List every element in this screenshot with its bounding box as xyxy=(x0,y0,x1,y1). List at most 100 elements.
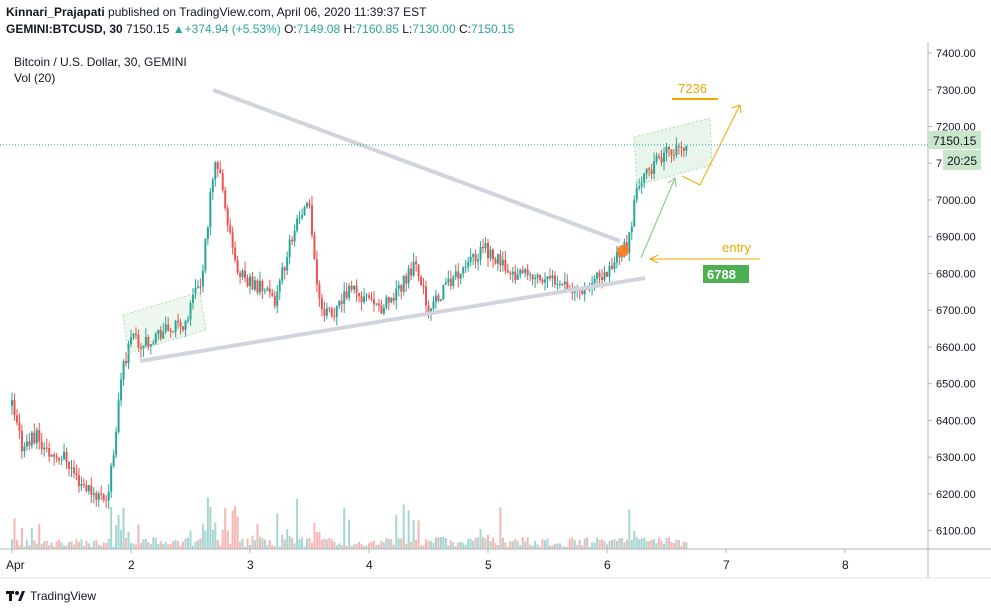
candle-body xyxy=(432,301,435,309)
flag-channel-right xyxy=(633,117,713,186)
volume-bar xyxy=(343,507,346,549)
candle-body xyxy=(469,256,472,262)
candle-body xyxy=(85,485,88,492)
candle-body xyxy=(152,343,155,345)
volume-bar xyxy=(675,539,678,549)
volume-bar xyxy=(25,539,28,549)
volume-bar xyxy=(372,540,375,549)
volume-bar xyxy=(33,540,36,549)
close-value: 7150.15 xyxy=(470,22,515,36)
volume-bar xyxy=(278,546,281,549)
candle-body xyxy=(534,277,537,280)
volume-bar xyxy=(439,537,442,549)
volume-bar xyxy=(40,543,43,549)
candle-body xyxy=(335,306,338,317)
price-tick-label: 7300.00 xyxy=(936,85,976,97)
entry-price-badge xyxy=(703,265,749,283)
volume-bar xyxy=(677,540,680,549)
candle-body xyxy=(303,207,306,216)
candle-body xyxy=(139,347,142,349)
candle-body xyxy=(454,271,457,277)
candle-body xyxy=(199,286,202,288)
candle-body xyxy=(149,344,152,347)
close-label: C: xyxy=(458,22,471,36)
volume-bar xyxy=(199,538,202,549)
time-axis[interactable]: Apr 2 3 4 5 6 7 8 xyxy=(6,549,849,572)
candle-body xyxy=(196,286,199,289)
lower-trendline xyxy=(139,276,646,363)
volume-bar xyxy=(234,505,237,549)
candle-body xyxy=(640,182,643,187)
candle-body xyxy=(55,456,58,459)
plot-area[interactable] xyxy=(0,42,928,549)
volume-bar xyxy=(534,540,537,549)
candle-body xyxy=(444,282,447,285)
time-tick-label: 8 xyxy=(842,558,849,572)
volume-bar xyxy=(501,537,504,549)
price-change: +374.94 (+5.53%) xyxy=(184,22,281,36)
up-arrow-icon: ▲ xyxy=(172,22,185,36)
author-name[interactable]: Kinnari_Prajapati xyxy=(6,5,105,19)
tradingview-logo-icon[interactable] xyxy=(6,589,26,603)
candle-body xyxy=(392,297,395,301)
candle-body xyxy=(256,280,259,293)
candle-body xyxy=(667,146,670,150)
volume-bar xyxy=(496,545,499,549)
volume-bar xyxy=(48,545,51,549)
last-price: 7150.15 xyxy=(126,22,170,36)
candle-body xyxy=(122,360,125,380)
candle-body xyxy=(370,297,373,300)
volume-bar xyxy=(209,506,212,549)
volume-bar xyxy=(70,541,73,549)
candle-body xyxy=(338,300,341,307)
candle-body xyxy=(449,278,452,286)
candle-body xyxy=(412,261,415,276)
candle-body xyxy=(501,259,504,266)
candle-body xyxy=(204,239,207,271)
volume-bar xyxy=(219,545,222,549)
volume-bar xyxy=(325,539,328,549)
volume-bar xyxy=(390,539,393,549)
price-axis[interactable]: 6100.00 6200.00 6300.00 6400.00 6500.00 6600.… xyxy=(928,48,976,538)
volume-bar xyxy=(494,542,497,549)
volume-bar xyxy=(82,545,85,549)
volume-bar xyxy=(680,546,683,549)
volume-bar xyxy=(407,510,410,549)
volume-bar xyxy=(417,520,420,549)
volume-bar xyxy=(112,546,115,549)
candle-body xyxy=(650,169,653,174)
published-info: published on TradingView.com, April 06, … xyxy=(108,5,427,19)
price-tick-label: 7200.00 xyxy=(936,122,976,134)
candle-body xyxy=(105,499,108,501)
candle-body xyxy=(496,254,499,264)
candle-body xyxy=(258,280,261,293)
candle-body xyxy=(253,280,256,290)
candle-body xyxy=(241,270,244,278)
volume-bar xyxy=(571,537,574,549)
candle-body xyxy=(355,285,358,294)
candle-body xyxy=(323,309,326,316)
candle-body xyxy=(596,272,599,279)
volume-bar xyxy=(672,543,675,549)
candle-body xyxy=(390,297,393,303)
candle-body xyxy=(35,430,38,444)
candle-body xyxy=(447,278,450,283)
volume-bar xyxy=(164,541,167,549)
time-tick-label: 6 xyxy=(604,558,611,572)
volume-bar xyxy=(258,536,261,549)
candle-body xyxy=(90,485,93,495)
time-tick-label: 2 xyxy=(128,558,135,572)
low-label: L: xyxy=(402,22,413,36)
last-price-badge-label: 7150.15 xyxy=(933,134,977,148)
brand-name[interactable]: TradingView xyxy=(30,589,97,603)
volume-bar xyxy=(566,546,569,549)
volume-bar xyxy=(187,537,190,549)
volume-bar xyxy=(348,519,351,549)
candle-body xyxy=(306,203,309,208)
candle-body xyxy=(80,484,83,487)
candle-body xyxy=(75,473,78,476)
volume-bar xyxy=(315,532,318,549)
volume-bar xyxy=(489,541,492,549)
price-tick-label: 7400.00 xyxy=(936,48,976,60)
